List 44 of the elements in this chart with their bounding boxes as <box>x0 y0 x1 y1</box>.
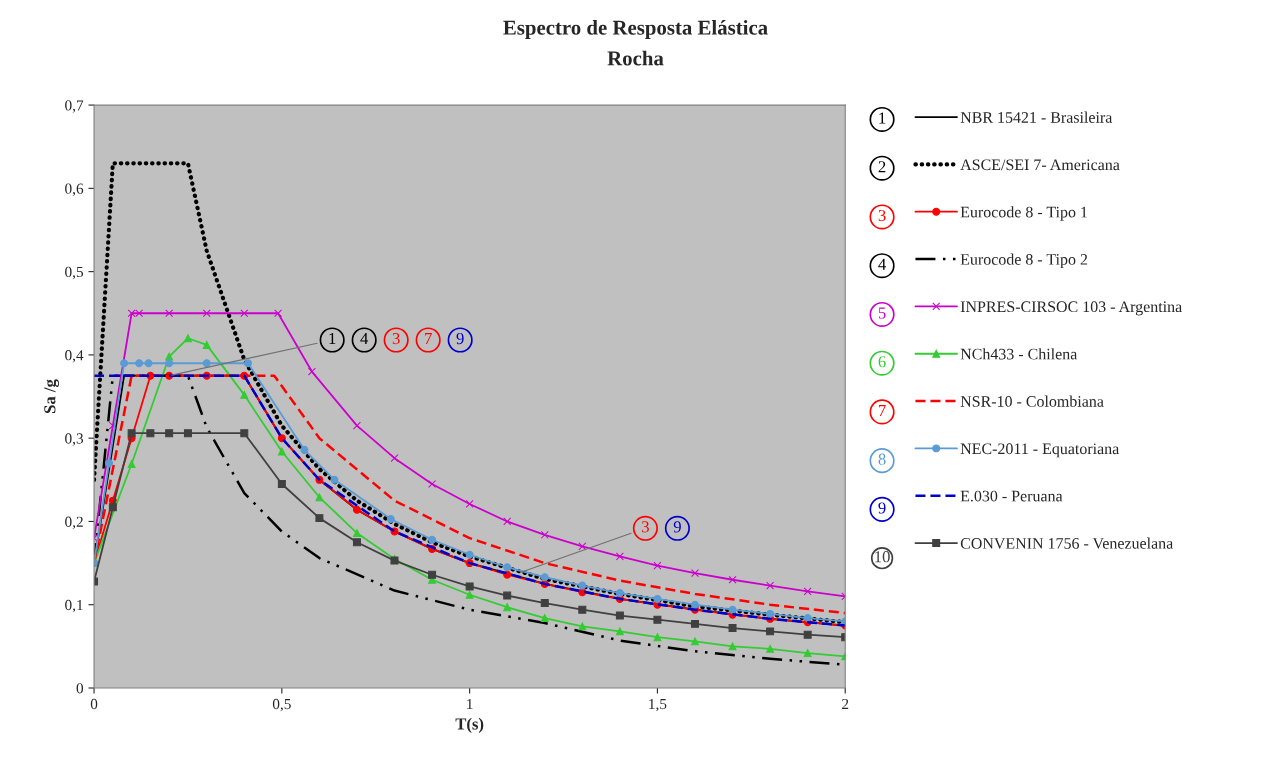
text: 3 <box>878 209 886 222</box>
text: 10 <box>875 551 890 563</box>
legend-label: NCh433 - Chilena <box>960 348 1078 360</box>
legend-label: Eurocode 8 - Tipo 1 <box>960 206 1088 221</box>
x-tick-label: 0 <box>90 698 98 710</box>
annotation: 4 <box>360 333 369 344</box>
annotation: 9 <box>673 521 681 533</box>
text: 7 <box>879 405 886 416</box>
legend-label: ASCE/SEI 7- Americana <box>960 159 1120 171</box>
legend-label: INPRES-CIRSOC 103 - Argentina <box>960 301 1182 316</box>
annotation: 9 <box>456 332 464 345</box>
text: 6 <box>878 356 886 368</box>
x-axis-title: T(s) <box>455 717 484 733</box>
text: 8 <box>878 453 886 465</box>
y-tick-label: 0,1 <box>65 599 83 613</box>
legend-label: E.030 - Peruana <box>960 490 1063 502</box>
x-tick-label: 2 <box>842 698 849 710</box>
y-tick-label: 0,3 <box>65 433 84 446</box>
text: 9 <box>878 502 886 514</box>
x-tick-label: 1 <box>467 698 473 710</box>
annotation: 7 <box>425 333 432 344</box>
y-tick-label: 0,4 <box>65 350 84 363</box>
legend-label: NEC-2011 - Equatoriana <box>960 443 1120 458</box>
legend-label: CONVENIN 1756 - Venezuelana <box>960 537 1174 549</box>
annotation: 1 <box>329 333 336 344</box>
legend-label: Eurocode 8 - Tipo 2 <box>960 253 1088 269</box>
y-tick-label: 0,2 <box>65 516 83 530</box>
legend-label: NBR 15421 - Brasileira <box>960 111 1113 123</box>
y-tick-label: 0 <box>76 683 84 694</box>
chart-subtitle: Rocha <box>607 50 664 66</box>
x-tick-label: 1,5 <box>649 698 667 712</box>
legend-label: NSR-10 - Colombiana <box>960 395 1104 407</box>
text: 1 <box>879 112 886 124</box>
chart-title: Espectro de Resposta Elástica <box>503 20 768 39</box>
annotation: 3 <box>392 332 400 345</box>
text: 5 <box>878 307 886 319</box>
y-axis-title: Sa /g <box>44 379 59 414</box>
y-tick-label: 0,6 <box>65 183 84 196</box>
y-tick-label: 0,7 <box>65 100 84 113</box>
y-tick-label: 0,5 <box>65 266 84 280</box>
annotation: 3 <box>642 521 649 533</box>
text: 2 <box>878 161 886 173</box>
x-tick-label: 0,5 <box>272 698 291 712</box>
text: 4 <box>878 258 886 270</box>
